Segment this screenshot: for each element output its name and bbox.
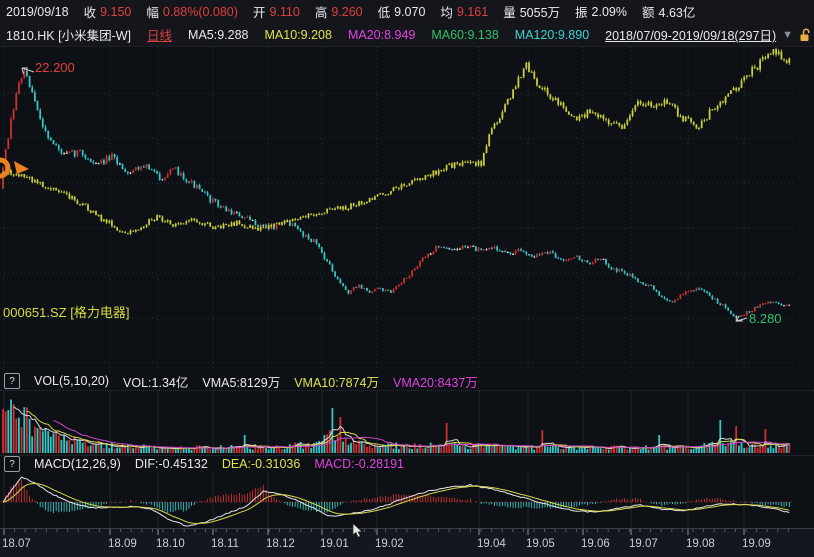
x-axis-label: 19.05 — [526, 538, 555, 550]
macd-value: MACD:-0.28191 — [314, 457, 404, 471]
help-icon[interactable]: ? — [4, 373, 20, 389]
macd-pane — [0, 472, 814, 528]
x-axis-label: 18.10 — [156, 538, 185, 550]
ma10-value: MA10:9.208 — [264, 27, 332, 42]
quote-header: 2019/09/18 收 9.150 幅 0.88%(0.080) 开 9.110 高… — [0, 0, 814, 23]
quote-field-high: 高 9.260 — [314, 4, 363, 21]
x-axis-label: 19.01 — [320, 538, 349, 550]
volume-pane — [0, 390, 814, 454]
x-axis-label: 19.08 — [686, 538, 715, 550]
help-icon[interactable]: ? — [4, 456, 20, 472]
vol-value: VOL:1.34亿 — [123, 375, 189, 390]
chart-toolbar: 1810.HK [小米集团-W] 日线 MA5:9.288 MA10:9.208… — [0, 23, 814, 47]
vma10-value: VMA10:7874万 — [294, 375, 379, 390]
overlay-symbol-label: 000651.SZ [格力电器] — [3, 305, 130, 320]
x-axis-label: 18.11 — [211, 538, 239, 550]
quote-field-change: 幅 0.88%(0.080) — [146, 4, 238, 21]
low-price-label: 8.280 — [749, 311, 782, 326]
x-axis-label: 19.09 — [742, 538, 771, 550]
axis-ticks — [3, 529, 789, 535]
main-chart: 22.200 000651.SZ [格力电器] 8.280 — [0, 47, 814, 372]
main-chart-canvas[interactable] — [0, 47, 814, 372]
x-axis-label: 18.09 — [108, 538, 137, 550]
vma20-value: VMA20:8437万 — [392, 375, 478, 390]
quote-field-turnover: 额 4.63亿 — [642, 6, 696, 20]
quote-field-close: 收 9.150 — [83, 4, 132, 21]
chevron-down-icon[interactable]: ▼ — [782, 28, 793, 41]
volume-header: ? VOL(5,10,20) VOL:1.34亿 VMA5:8129万 VMA1… — [0, 372, 814, 390]
quote-field-avg: 均 9.161 — [440, 4, 489, 21]
vma5-value: VMA5:8129万 — [202, 375, 281, 390]
symbol-title: 1810.HK [小米集团-W] — [6, 29, 132, 43]
date-range-selector[interactable]: 2018/07/09-2019/09/18(297日) — [605, 29, 777, 43]
dif-value: DIF:-0.45132 — [134, 457, 208, 471]
macd-indicator-name: MACD(12,26,9) — [34, 457, 121, 471]
x-axis-label: 18.12 — [266, 538, 295, 550]
x-axis-label: 19.07 — [629, 538, 658, 550]
period-selector[interactable]: 日线 — [147, 29, 173, 43]
quote-field-amplitude: 振 2.09% — [575, 4, 627, 21]
quote-field-volume: 量 5055万 — [503, 6, 561, 20]
volume-canvas[interactable] — [0, 391, 814, 454]
ma60-value: MA60:9.138 — [431, 27, 499, 42]
x-axis-label: 18.07 — [2, 538, 31, 550]
ma20-value: MA20:8.949 — [347, 27, 416, 42]
ma5-value: MA5:9.288 — [188, 27, 249, 42]
quote-field-low: 低 9.070 — [377, 4, 426, 21]
x-axis-label: 19.04 — [477, 538, 506, 550]
unlock-icon[interactable] — [799, 28, 812, 42]
x-axis-label: 19.02 — [375, 538, 404, 550]
dea-value: DEA:-0.31036 — [221, 457, 301, 471]
high-price-label: 22.200 — [35, 60, 75, 75]
ma120-value: MA120:9.890 — [514, 27, 590, 42]
x-axis-label: 19.06 — [581, 538, 610, 550]
macd-header: ? MACD(12,26,9) DIF:-0.45132 DEA:-0.3103… — [0, 455, 814, 472]
quote-date: 2019/09/18 — [6, 4, 69, 19]
mouse-cursor — [352, 522, 364, 544]
time-axis: 18.07 18.09 18.10 18.11 18.12 19.01 19.02 19.04… — [0, 528, 814, 557]
vol-indicator-name: VOL(5,10,20) — [34, 374, 110, 388]
quote-field-open: 开 9.110 — [252, 4, 300, 21]
macd-canvas[interactable] — [0, 472, 814, 528]
